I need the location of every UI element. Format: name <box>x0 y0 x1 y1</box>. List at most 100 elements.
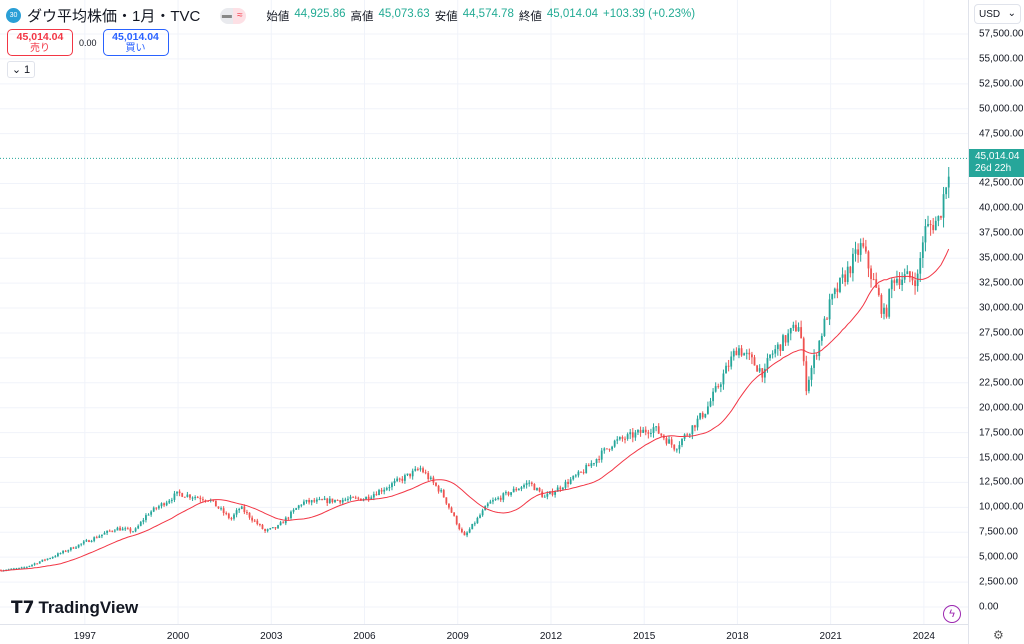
y-tick-label: 10,000.00 <box>979 501 1024 513</box>
low-value: 44,574.78 <box>462 7 514 20</box>
candle-body <box>810 367 813 380</box>
candle-body <box>862 243 865 247</box>
candle-body <box>44 559 46 561</box>
candle-body <box>450 507 453 513</box>
candle-body <box>292 509 295 512</box>
candle-body <box>577 471 580 476</box>
candle-body <box>769 354 771 359</box>
candle-body <box>763 368 766 378</box>
candle-body <box>173 493 176 500</box>
candle-body <box>427 473 430 479</box>
candle-body <box>378 490 380 496</box>
candle-body <box>383 489 386 492</box>
mode-toggle[interactable]: ▬ ≈ <box>220 7 247 24</box>
candle-body <box>512 488 515 493</box>
chevron-down-icon: ⌄ <box>11 64 22 76</box>
candle-body <box>644 429 647 433</box>
candle-body <box>541 491 544 497</box>
settings-icon[interactable]: ⚙ <box>993 628 1004 642</box>
price-chart[interactable] <box>0 0 968 624</box>
y-tick-label: 17,500.00 <box>979 427 1024 439</box>
logo-text: TradingView <box>38 598 139 617</box>
candle-body <box>181 493 184 497</box>
candle-body <box>271 527 274 529</box>
candle-body <box>372 494 375 498</box>
candle-body <box>753 357 756 366</box>
candle-body <box>416 468 419 470</box>
buy-button[interactable]: 45,014.04 買い <box>102 29 169 56</box>
candle-body <box>46 558 49 560</box>
candle-body <box>160 503 163 507</box>
sell-label: 売り <box>30 43 50 54</box>
candle-body <box>282 522 285 524</box>
candle-body <box>494 498 497 501</box>
candle-body <box>398 478 401 480</box>
candle-body <box>191 497 194 499</box>
candle-body <box>515 488 518 491</box>
candle-body <box>468 529 471 533</box>
candle-body <box>590 463 593 467</box>
candle-body <box>455 515 458 525</box>
candle-body <box>354 497 357 499</box>
candle-body <box>36 563 39 565</box>
price-axis[interactable]: USD ⌄ 45,014.04 26d 22h 0.00 2,500.00 5,000.… <box>968 0 1024 644</box>
candle-body <box>497 497 500 499</box>
candle-body <box>359 498 362 501</box>
minus-icon[interactable]: ▬ <box>220 7 234 24</box>
candle-body <box>388 487 391 489</box>
candle-body <box>108 530 111 532</box>
candle-body <box>98 536 101 538</box>
x-tick-label: 2015 <box>633 631 656 642</box>
candle-body <box>204 500 207 502</box>
candle-body <box>453 512 456 516</box>
candle-body <box>864 246 867 252</box>
candle-body <box>95 537 98 539</box>
candle-body <box>872 279 875 281</box>
indicators-collapse-button[interactable]: ⌄ 1 <box>7 61 35 78</box>
tradingview-logo[interactable]: 𝗧𝟳 TradingView <box>11 598 138 618</box>
trade-panel: 45,014.04 売り 0.00 45,014.04 買い <box>7 29 169 56</box>
candle-body <box>947 176 950 188</box>
candle-body <box>196 497 199 499</box>
candle-body <box>598 458 601 460</box>
candle-body <box>380 490 383 492</box>
lightning-icon[interactable]: ϟ <box>943 605 961 623</box>
y-tick-label: 55,000.00 <box>979 53 1024 65</box>
candle-body <box>458 524 461 530</box>
candle-body <box>404 475 406 481</box>
y-tick-label: 22,500.00 <box>979 377 1024 389</box>
candle-body <box>134 528 137 532</box>
candle-body <box>240 506 243 509</box>
low-label: 安値 <box>434 10 458 23</box>
candle-body <box>323 498 326 500</box>
time-axis[interactable]: 1997 2000 2003 2006 2009 2012 2015 2018 2021 2024 <box>0 624 968 644</box>
y-tick-label: 0.00 <box>979 601 999 613</box>
candle-body <box>533 484 536 491</box>
candle-body <box>914 280 916 287</box>
candle-body <box>642 429 645 433</box>
candle-body <box>800 327 803 339</box>
approx-icon[interactable]: ≈ <box>233 7 247 24</box>
candle-body <box>183 496 186 498</box>
candle-body <box>807 379 810 392</box>
candle-body <box>331 498 334 503</box>
candle-body <box>945 187 948 195</box>
candle-body <box>554 491 557 495</box>
candle-body <box>207 500 210 502</box>
x-tick-label: 2021 <box>819 631 842 642</box>
candle-body <box>157 506 160 509</box>
currency-select[interactable]: USD ⌄ <box>974 4 1021 24</box>
candle-body <box>870 268 872 280</box>
sell-button[interactable]: 45,014.04 売り <box>7 29 73 56</box>
x-tick-label: 2012 <box>539 631 563 642</box>
candle-body <box>186 494 189 497</box>
candle-body <box>261 524 264 530</box>
candle-body <box>551 491 554 495</box>
candle-body <box>481 510 484 516</box>
candle-body <box>546 493 549 497</box>
symbol-title[interactable]: ダウ平均株価・1月・TVC <box>27 8 201 25</box>
currency-label: USD <box>979 9 1001 20</box>
candle-body <box>163 503 165 506</box>
candle-body <box>287 517 290 519</box>
candle-body <box>124 528 127 530</box>
